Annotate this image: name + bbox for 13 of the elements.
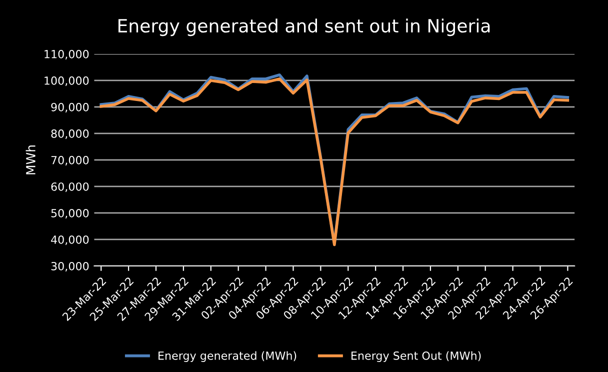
legend-label: Energy generated (MWh) <box>158 351 296 362</box>
y-tick-label: 80,000 <box>51 129 89 139</box>
legend-label: Energy Sent Out (MWh) <box>352 351 481 362</box>
y-tick-label: 100,000 <box>44 76 89 86</box>
chart-title: Energy generated and sent out in Nigeria <box>118 18 490 36</box>
y-tick-label: 30,000 <box>51 262 89 272</box>
y-tick-label: 60,000 <box>51 182 89 192</box>
y-tick-label: 40,000 <box>51 235 89 245</box>
y-tick-label: 110,000 <box>44 50 89 60</box>
y-tick-label: 90,000 <box>51 102 89 112</box>
y-tick-label: 50,000 <box>51 208 89 218</box>
y-axis-title: MWh <box>26 145 36 174</box>
y-tick-label: 70,000 <box>51 156 89 166</box>
